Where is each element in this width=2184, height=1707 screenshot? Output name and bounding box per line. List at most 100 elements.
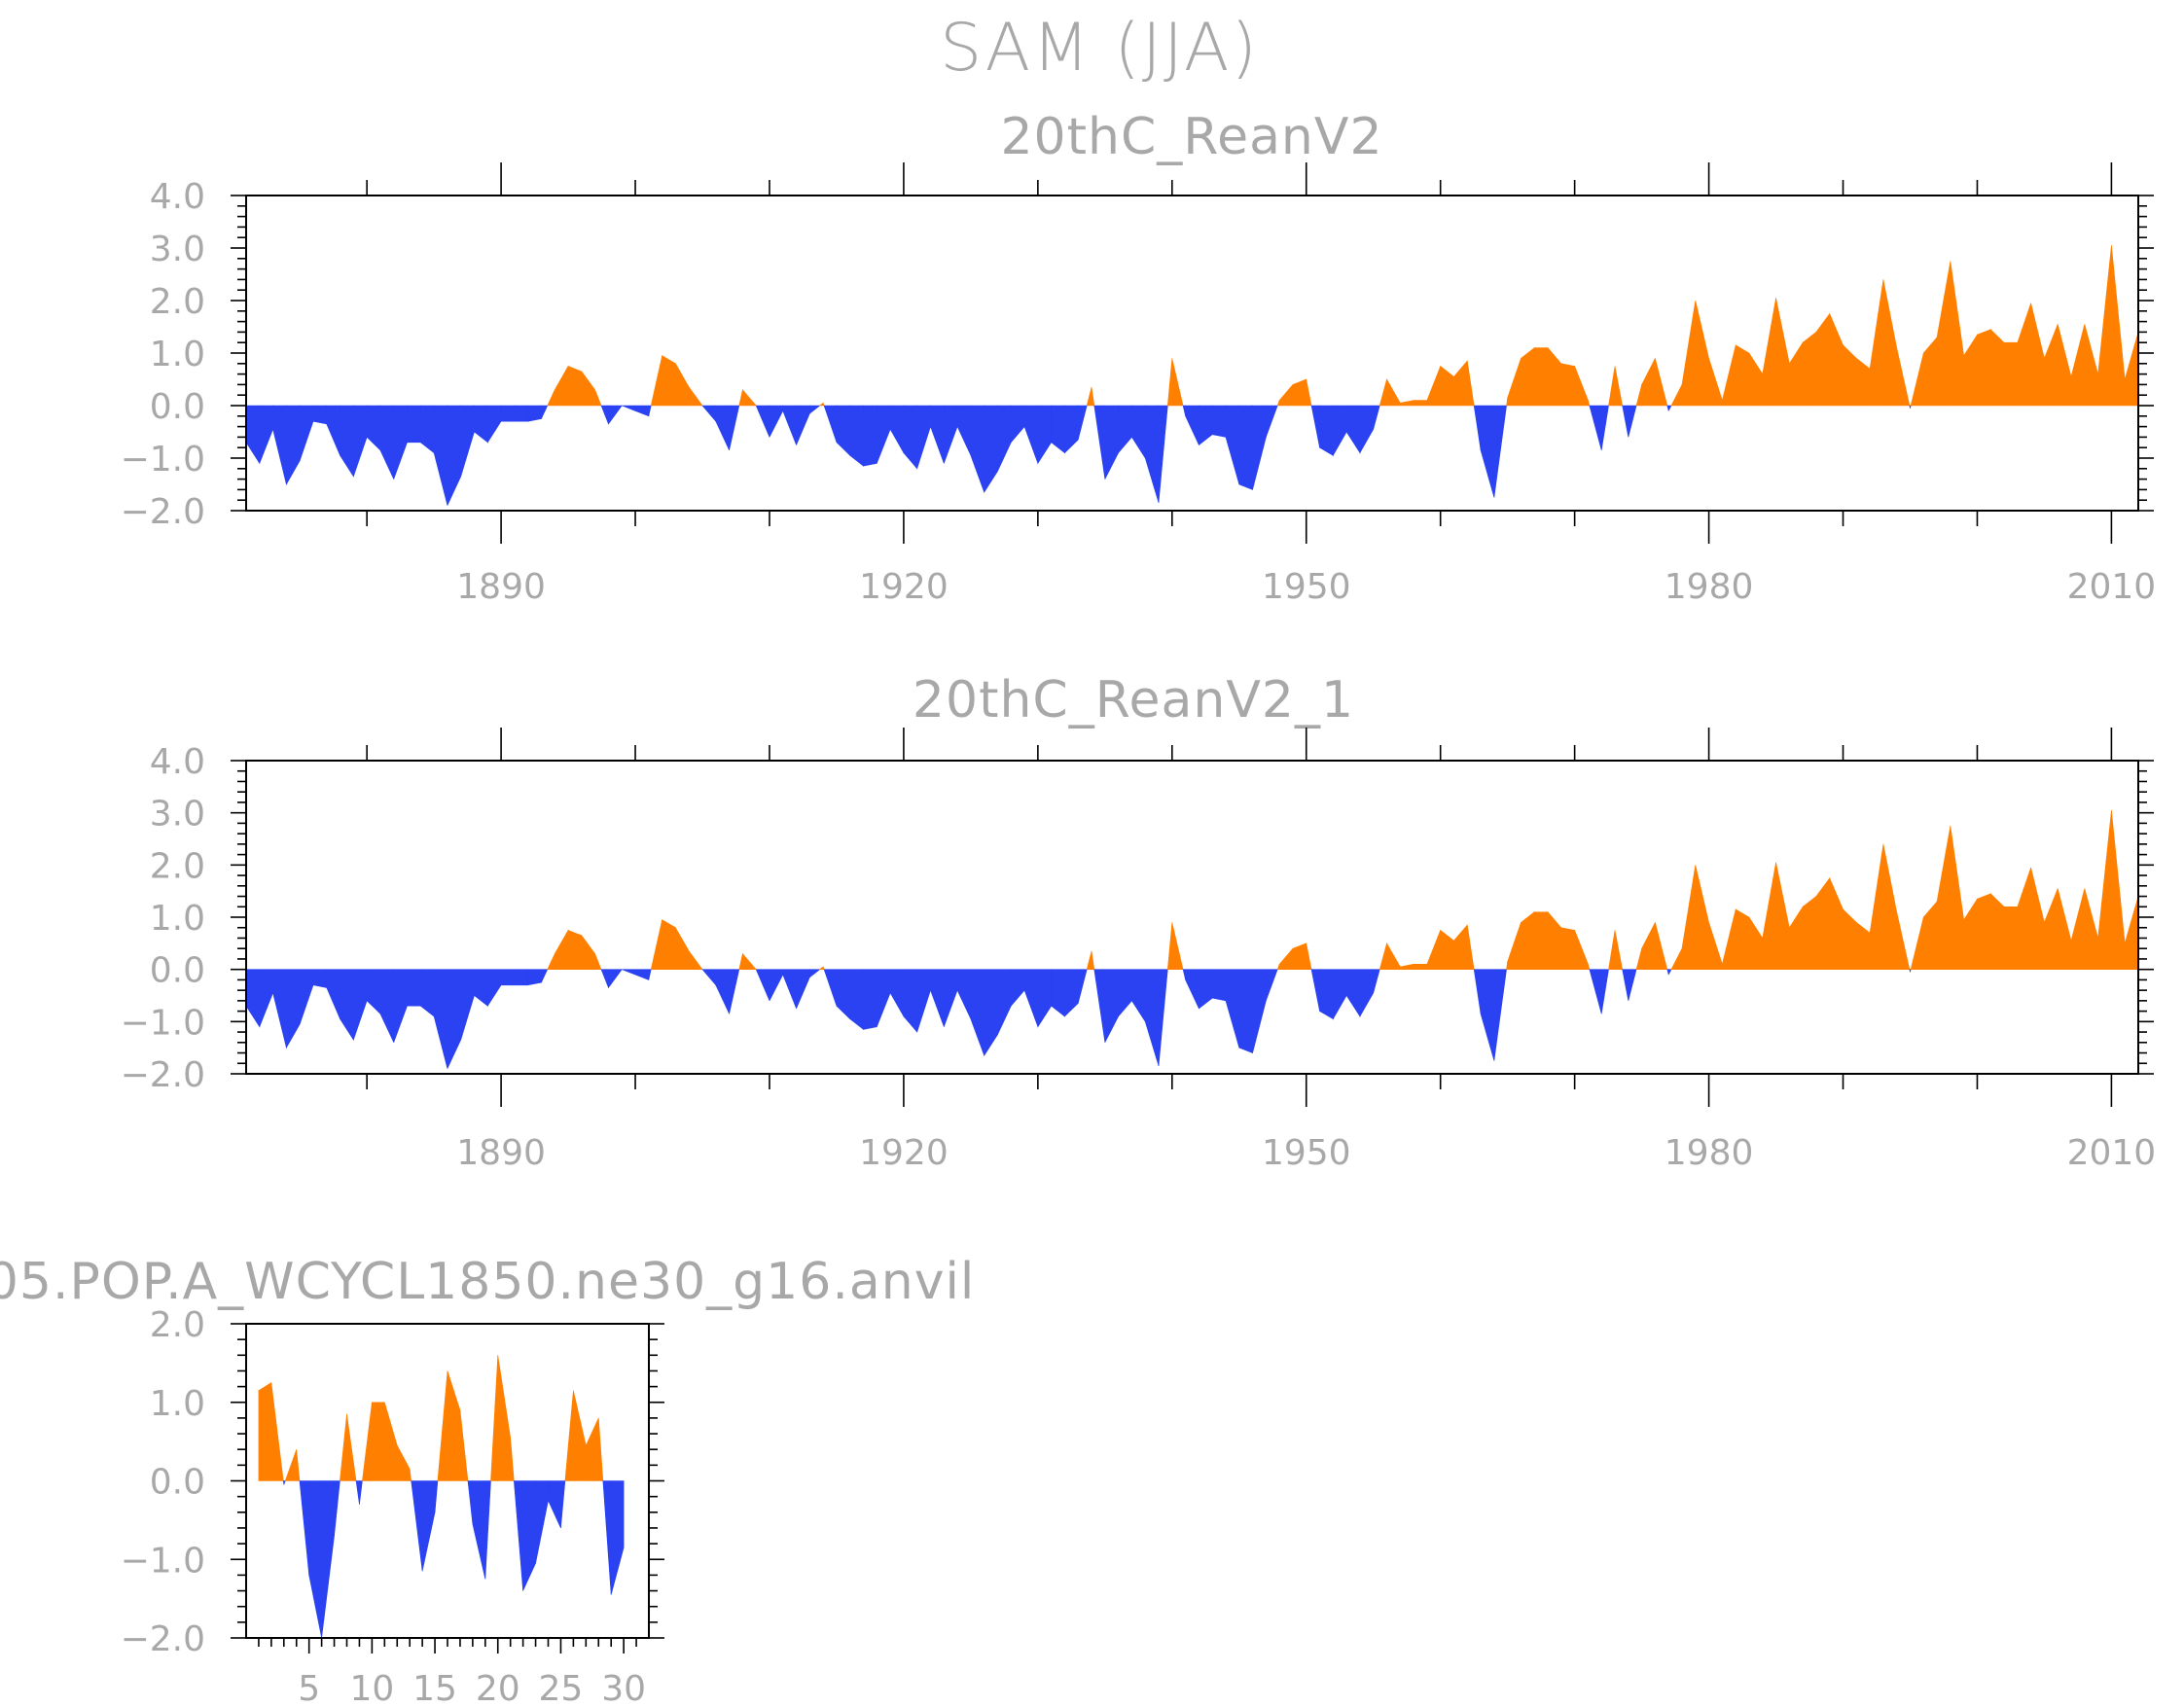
positive-area-segment: [1708, 358, 1723, 407]
positive-area-segment: [1091, 950, 1095, 970]
negative-area-segment: [600, 969, 609, 988]
positive-area-segment: [1378, 942, 1387, 970]
negative-area-segment: [648, 969, 652, 980]
positive-area-segment: [581, 370, 595, 407]
positive-area-segment: [1655, 358, 1668, 407]
positive-area-segment: [597, 1417, 604, 1481]
negative-area-segment: [245, 405, 261, 465]
negative-area-segment: [321, 1480, 335, 1639]
positive-area-segment: [581, 934, 595, 970]
positive-area-segment: [1292, 942, 1307, 970]
negative-area-segment: [1182, 405, 1186, 416]
negative-area-segment: [326, 969, 340, 1019]
negative-area-segment: [889, 405, 905, 454]
y-tick-label: −1.0: [121, 440, 205, 480]
negative-area-segment: [1910, 405, 1912, 409]
negative-area-segment: [916, 405, 931, 469]
negative-area-segment: [359, 1480, 363, 1505]
negative-area-segment: [1158, 405, 1168, 503]
positive-area-segment: [346, 1413, 357, 1481]
positive-area-segment: [1856, 921, 1871, 970]
positive-area-segment: [742, 952, 757, 970]
negative-area-segment: [930, 405, 945, 464]
positive-area-segment: [1681, 865, 1697, 970]
positive-area-segment: [1695, 300, 1709, 407]
x-tick-label: 1950: [1262, 1133, 1351, 1173]
negative-area-segment: [1266, 405, 1278, 438]
negative-area-segment: [1493, 969, 1507, 1061]
negative-area-segment: [769, 969, 784, 1002]
negative-area-segment: [522, 1480, 536, 1591]
negative-area-segment: [460, 969, 475, 1041]
negative-area-segment: [1373, 405, 1380, 430]
positive-area-segment: [1695, 865, 1709, 970]
negative-area-segment: [610, 1480, 625, 1595]
negative-area-segment: [1359, 405, 1375, 454]
positive-area-segment: [1521, 346, 1535, 407]
positive-area-segment: [818, 402, 824, 407]
x-tick-label: 25: [539, 1669, 584, 1707]
positive-area-segment: [822, 403, 825, 407]
y-tick-label: 2.0: [150, 1305, 205, 1345]
negative-area-segment: [1023, 969, 1039, 1027]
x-tick-label: 20: [476, 1669, 520, 1707]
positive-area-segment: [1922, 901, 1938, 970]
negative-area-segment: [755, 969, 770, 1001]
positive-area-segment: [2017, 302, 2031, 407]
negative-area-segment: [715, 969, 730, 1014]
positive-area-segment: [1614, 930, 1624, 970]
positive-area-segment: [1386, 942, 1401, 970]
negative-area-segment: [622, 969, 636, 976]
positive-area-segment: [258, 1382, 272, 1481]
negative-area-segment: [1158, 969, 1168, 1066]
y-tick-label: 0.0: [150, 387, 205, 427]
positive-area-segment: [1789, 906, 1804, 970]
negative-area-segment: [1589, 405, 1602, 450]
positive-area-segment: [1748, 351, 1764, 407]
positive-area-segment: [547, 953, 555, 970]
positive-area-segment: [1091, 387, 1095, 407]
positive-area-segment: [1936, 261, 1951, 407]
negative-area-segment: [393, 969, 408, 1043]
positive-area-segment: [372, 1402, 385, 1481]
negative-area-segment: [1185, 969, 1199, 1010]
positive-area-segment: [554, 365, 569, 407]
negative-area-segment: [970, 405, 985, 493]
negative-area-segment: [379, 969, 395, 1043]
negative-area-segment: [1064, 969, 1079, 1017]
positive-area-segment: [1453, 924, 1468, 970]
negative-area-segment: [1238, 969, 1253, 1053]
positive-area-segment: [1735, 908, 1750, 970]
positive-area-segment: [1936, 826, 1951, 970]
positive-area-segment: [396, 1445, 411, 1481]
panel-title: 0605.POP.A_WCYCL1850.ne30_g16.anvil: [0, 1253, 975, 1311]
negative-area-segment: [1622, 969, 1629, 1001]
negative-area-segment: [286, 969, 301, 1049]
negative-area-segment: [1225, 405, 1240, 485]
negative-area-segment: [1118, 405, 1132, 454]
negative-area-segment: [514, 1480, 523, 1591]
negative-area-segment: [1333, 405, 1347, 457]
negative-area-segment: [1104, 405, 1119, 480]
negative-area-segment: [340, 405, 354, 478]
negative-area-segment: [1622, 405, 1629, 438]
x-tick-label: 10: [349, 1669, 394, 1707]
negative-area-segment: [1589, 969, 1602, 1014]
positive-area-segment: [1655, 922, 1668, 970]
positive-area-segment: [362, 1402, 373, 1481]
plot-frame: [245, 760, 2139, 1075]
negative-area-segment: [366, 405, 381, 451]
positive-area-segment: [822, 966, 825, 970]
negative-area-segment: [1310, 969, 1320, 1012]
positive-area-segment: [2057, 888, 2072, 970]
positive-area-segment: [1977, 893, 1991, 970]
x-tick-label: 15: [412, 1669, 457, 1707]
positive-area-segment: [1910, 916, 1924, 970]
negative-area-segment: [1199, 969, 1213, 1010]
negative-area-segment: [1118, 969, 1132, 1017]
negative-area-segment: [836, 405, 851, 457]
negative-area-segment: [1238, 405, 1253, 490]
negative-area-segment: [1037, 405, 1052, 465]
positive-area-segment: [567, 366, 583, 407]
negative-area-segment: [353, 405, 368, 477]
